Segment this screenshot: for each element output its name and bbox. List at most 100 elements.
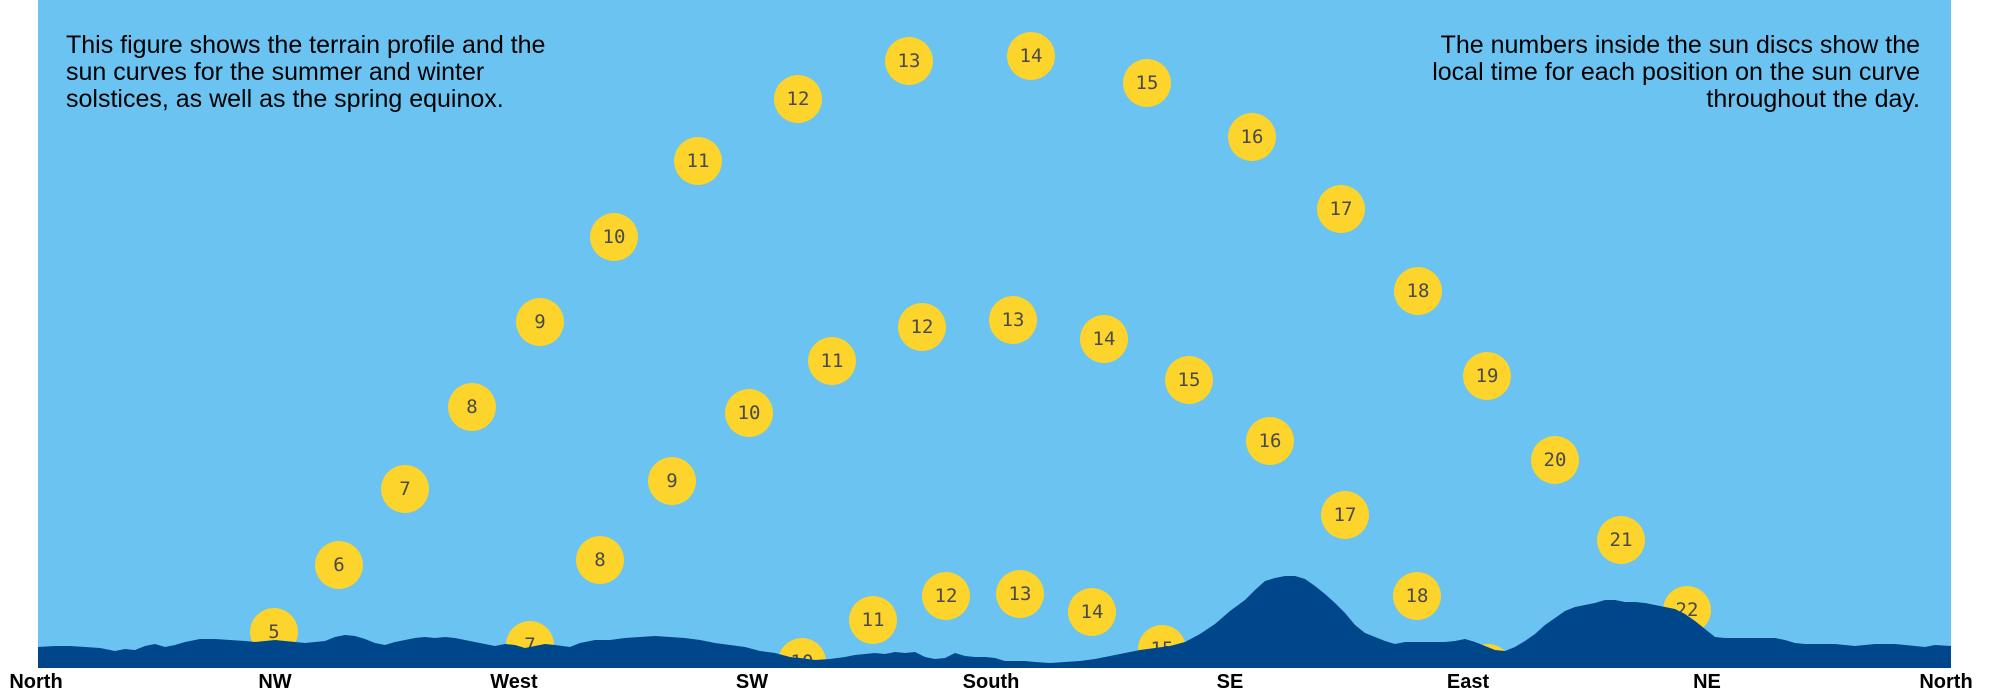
sun-time-label: 8	[594, 549, 605, 571]
sun-disc: 10	[590, 213, 638, 261]
sun-time-label: 13	[898, 50, 921, 72]
sun-time-label: 11	[687, 150, 710, 172]
compass-label-se: SE	[1216, 671, 1244, 693]
sun-disc-circle	[576, 536, 624, 584]
sun-time-label: 17	[1334, 504, 1357, 526]
sun-disc-circle	[922, 572, 970, 620]
sun-disc-circle	[898, 303, 946, 351]
sun-time-label: 18	[1407, 280, 1430, 302]
sun-disc-circle	[996, 570, 1044, 618]
sun-disc: 19	[1463, 352, 1511, 400]
sun-disc: 13	[885, 37, 933, 85]
sun-disc: 14	[1007, 32, 1055, 80]
sun-disc-circle	[448, 383, 496, 431]
sun-disc: 8	[576, 536, 624, 584]
sun-time-label: 15	[1136, 72, 1159, 94]
sun-time-label: 11	[862, 609, 885, 631]
compass-label-sw: SW	[735, 671, 769, 693]
sun-time-label: 20	[1544, 449, 1567, 471]
sun-disc-circle	[1007, 32, 1055, 80]
sun-disc-circle	[1123, 59, 1171, 107]
sun-time-label: 8	[466, 396, 477, 418]
sun-disc: 21	[1597, 516, 1645, 564]
sun-disc: 14	[1080, 315, 1128, 363]
sun-time-label: 5	[268, 621, 279, 643]
sun-time-label: 7	[399, 478, 410, 500]
sun-disc: 11	[808, 337, 856, 385]
sun-time-label: 17	[1330, 198, 1353, 220]
sun-disc: 8	[448, 383, 496, 431]
sun-disc-circle	[315, 541, 363, 589]
sun-disc: 17	[1321, 491, 1369, 539]
sun-time-label: 7	[524, 634, 535, 656]
sun-disc-circle	[590, 213, 638, 261]
sun-disc: 13	[989, 296, 1037, 344]
sun-disc: 12	[922, 572, 970, 620]
sun-disc-circle	[381, 465, 429, 513]
sun-disc-circle	[1321, 491, 1369, 539]
sun-disc: 12	[898, 303, 946, 351]
sun-disc: 9	[648, 457, 696, 505]
sun-disc: 15	[1165, 356, 1213, 404]
sun-time-label: 18	[1406, 585, 1429, 607]
sun-disc-circle	[674, 137, 722, 185]
sun-time-label: 14	[1020, 45, 1043, 67]
sun-time-label: 16	[1259, 430, 1282, 452]
sun-disc-circle	[516, 298, 564, 346]
sun-disc-circle	[1463, 352, 1511, 400]
sun-disc: 9	[516, 298, 564, 346]
sun-disc: 15	[1123, 59, 1171, 107]
compass-label-nw: NW	[258, 671, 292, 693]
sun-time-label: 12	[911, 316, 934, 338]
right-note: The numbers inside the sun discs show th…	[1432, 31, 1920, 113]
sun-disc: 7	[381, 465, 429, 513]
sun-disc-circle	[1068, 588, 1116, 636]
sun-disc-circle	[1080, 315, 1128, 363]
sun-time-label: 16	[1241, 126, 1264, 148]
sun-time-label: 6	[333, 554, 344, 576]
sun-time-label: 15	[1178, 369, 1201, 391]
sun-disc: 11	[674, 137, 722, 185]
left-note: This figure shows the terrain profile an…	[66, 31, 546, 113]
sun-time-label: 12	[787, 88, 810, 110]
sun-time-label: 13	[1002, 309, 1025, 331]
compass-label-north-end: North	[1919, 671, 1973, 693]
sun-disc: 17	[1317, 185, 1365, 233]
sun-disc-circle	[1246, 417, 1294, 465]
sun-time-label: 10	[738, 402, 761, 424]
sun-time-label: 10	[603, 226, 626, 248]
sun-disc: 6	[315, 541, 363, 589]
sun-time-label: 14	[1093, 328, 1116, 350]
sun-disc-circle	[648, 457, 696, 505]
sun-disc-circle	[849, 596, 897, 644]
sun-disc: 13	[996, 570, 1044, 618]
sun-disc-circle	[1228, 113, 1276, 161]
sun-disc-circle	[1597, 516, 1645, 564]
compass-label-west: West	[490, 671, 538, 693]
sun-disc-circle	[885, 37, 933, 85]
compass-label-east: East	[1446, 671, 1490, 693]
sun-disc: 12	[774, 75, 822, 123]
sun-disc: 16	[1246, 417, 1294, 465]
sun-disc-circle	[725, 389, 773, 437]
compass-label-ne: NE	[1693, 671, 1721, 693]
sun-time-label: 21	[1610, 529, 1633, 551]
sun-disc-circle	[774, 75, 822, 123]
sun-disc-circle	[1317, 185, 1365, 233]
sun-disc-circle	[1165, 356, 1213, 404]
bottom-band	[0, 668, 1993, 696]
sun-time-label: 19	[1476, 365, 1499, 387]
compass-label-south: South	[962, 671, 1020, 693]
sun-time-label: 11	[821, 350, 844, 372]
sun-disc-circle	[989, 296, 1037, 344]
terrain-profile	[38, 576, 1951, 668]
sun-disc-circle	[1531, 436, 1579, 484]
sun-disc-circle	[808, 337, 856, 385]
sun-time-label: 9	[666, 470, 677, 492]
sun-disc: 14	[1068, 588, 1116, 636]
sun-disc: 10	[725, 389, 773, 437]
sun-time-label: 9	[534, 311, 545, 333]
compass-label-north-start: North	[9, 671, 63, 693]
